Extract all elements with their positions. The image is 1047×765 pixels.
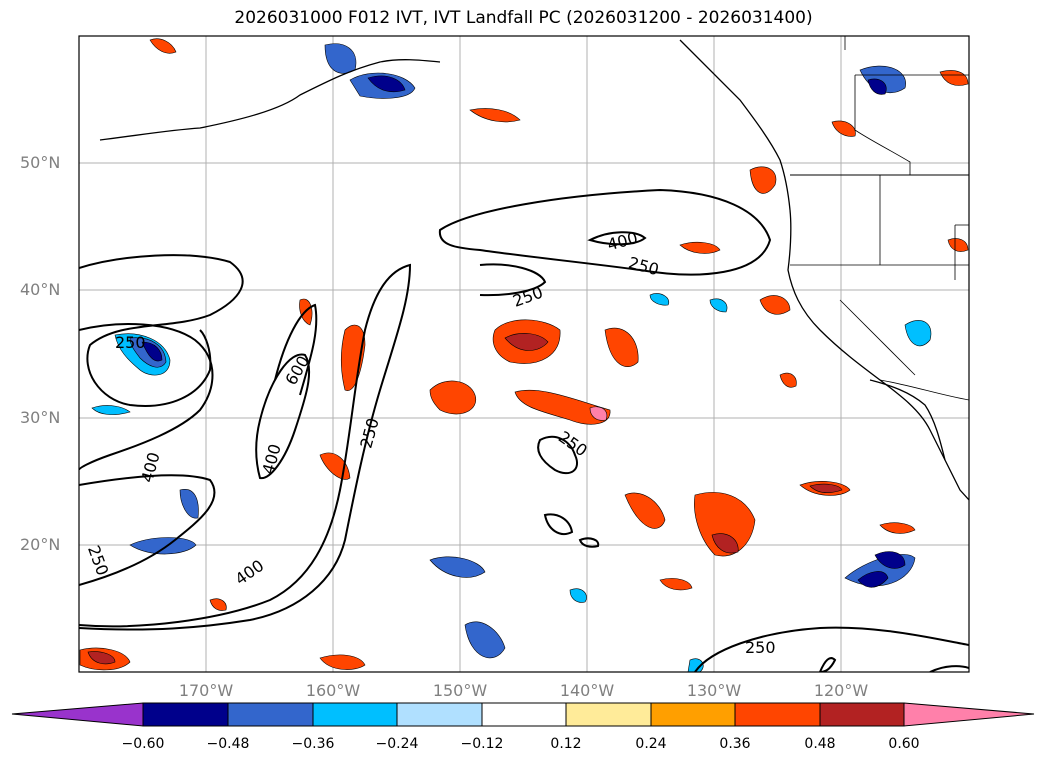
contour-label: 250 [745,638,776,657]
colorbar-tick-label: 0.24 [635,736,667,752]
lon-label: 140°W [559,681,615,700]
lat-label: 20°N [20,535,61,554]
map-content [79,36,969,672]
map-frame [78,35,970,673]
colorbar-tick-label: 0.60 [888,736,920,752]
graticule [79,36,969,672]
colorbar-tick-label: −0.12 [460,736,504,752]
colorbar-tick-label: 0.36 [719,736,751,752]
lon-label: 150°W [432,681,488,700]
colorbar-tick-label: 0.48 [804,736,836,752]
colorbar-extend-min [11,702,144,727]
negative-anomaly-areas [91,43,932,672]
lon-label: 170°W [178,681,234,700]
lat-label: 50°N [20,153,61,172]
positive-anomaly-areas [79,38,969,671]
lon-label: 120°W [813,681,869,700]
colorbar-tick-label: −0.48 [206,736,250,752]
colorbar-tick-label: 0.12 [550,736,582,752]
colorbar-tick-label: −0.36 [291,736,335,752]
colorbar-extend-max [903,702,1035,727]
colorbar-tick-label: −0.60 [121,736,165,752]
lat-label: 30°N [20,408,61,427]
colorbar [11,702,1035,727]
contour-label: 250 [115,333,146,352]
chart-title: 2026031000 F012 IVT, IVT Landfall PC (20… [234,8,813,28]
lon-label: 160°W [305,681,361,700]
coastlines [99,36,969,501]
lat-label: 40°N [20,280,61,299]
ivt-contours [79,188,969,672]
colorbar-tick-label: −0.24 [375,736,419,752]
lon-label: 130°W [686,681,742,700]
